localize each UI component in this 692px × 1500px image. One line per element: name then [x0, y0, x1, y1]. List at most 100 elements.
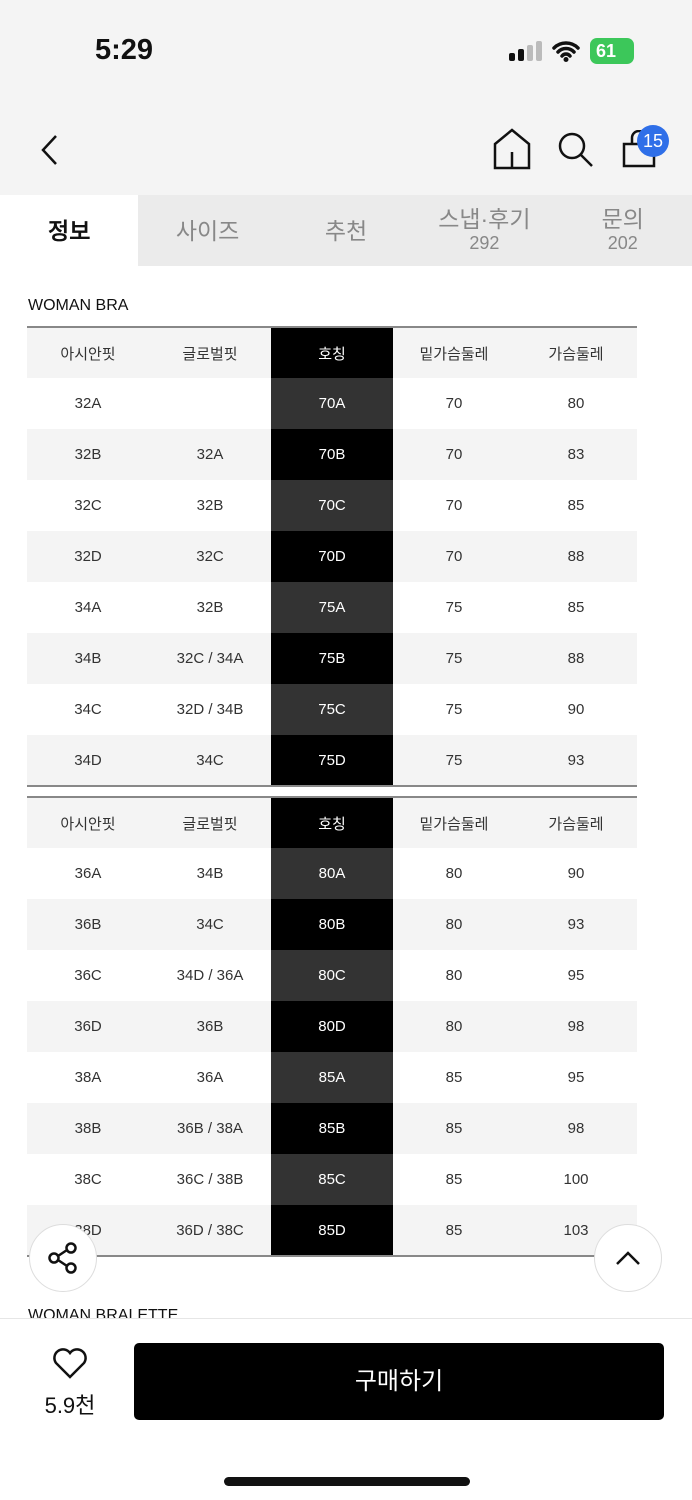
chevron-up-icon — [616, 1251, 640, 1265]
tab-label: 문의 — [601, 205, 644, 232]
table-header-row: 아시안핏 글로벌핏 호칭 밑가슴둘레 가슴둘레 — [27, 797, 637, 848]
table-row: 34C 32D / 34B 75C 75 90 — [27, 684, 637, 735]
table-cell: 34D — [27, 735, 149, 786]
cart-count-badge: 15 — [637, 125, 669, 157]
table-cell: 38A — [27, 1052, 149, 1103]
back-icon[interactable] — [38, 133, 62, 167]
table-cell: 34C — [149, 899, 271, 950]
home-indicator — [224, 1477, 470, 1486]
column-header: 가슴둘레 — [515, 327, 637, 378]
table-cell: 36A — [27, 848, 149, 899]
column-header: 글로벌핏 — [149, 797, 271, 848]
tab-recommend[interactable]: 추천 — [277, 195, 415, 266]
table-cell: 75 — [393, 735, 515, 786]
column-header: 가슴둘레 — [515, 797, 637, 848]
like-button[interactable]: 5.9천 — [30, 1347, 110, 1420]
table-cell: 80D — [271, 1001, 393, 1052]
table-cell: 70 — [393, 531, 515, 582]
table-cell: 75 — [393, 684, 515, 735]
table-cell: 34C — [149, 735, 271, 786]
battery-icon: 61 — [590, 38, 634, 64]
share-button[interactable] — [29, 1224, 97, 1292]
table-cell: 85C — [271, 1154, 393, 1205]
table-header-row: 아시안핏 글로벌핏 호칭 밑가슴둘레 가슴둘레 — [27, 327, 637, 378]
tab-label: 스냅·후기 — [438, 205, 531, 232]
tab-inquiry[interactable]: 문의 202 — [554, 195, 692, 266]
table-cell: 34A — [27, 582, 149, 633]
table-cell: 36D / 38C — [149, 1205, 271, 1256]
table-cell: 80 — [393, 848, 515, 899]
size-table-2: 아시안핏 글로벌핏 호칭 밑가슴둘레 가슴둘레 36A 34B 80A 80 90 36B 34C 80… — [27, 796, 637, 1257]
table-cell: 80B — [271, 899, 393, 950]
table-cell: 38B — [27, 1103, 149, 1154]
table-cell: 36C / 38B — [149, 1154, 271, 1205]
table-cell: 34D / 36A — [149, 950, 271, 1001]
table-cell: 95 — [515, 950, 637, 1001]
table-cell: 34B — [149, 848, 271, 899]
table-cell: 83 — [515, 429, 637, 480]
table-row: 32B 32A 70B 70 83 — [27, 429, 637, 480]
wifi-icon — [552, 41, 580, 62]
table-cell: 36B / 38A — [149, 1103, 271, 1154]
table-cell: 75 — [393, 582, 515, 633]
table-row: 38B 36B / 38A 85B 85 98 — [27, 1103, 637, 1154]
table-cell: 93 — [515, 899, 637, 950]
status-icons: 61 — [509, 38, 634, 64]
like-count: 5.9천 — [44, 1393, 96, 1418]
table-cell: 85A — [271, 1052, 393, 1103]
table-row: 38C 36C / 38B 85C 85 100 — [27, 1154, 637, 1205]
table-cell: 32D / 34B — [149, 684, 271, 735]
table-cell: 36B — [27, 899, 149, 950]
table-cell: 32D — [27, 531, 149, 582]
table-row: 32A 70A 70 80 — [27, 378, 637, 429]
table-cell: 93 — [515, 735, 637, 786]
table-cell: 38C — [27, 1154, 149, 1205]
table-cell: 75D — [271, 735, 393, 786]
table-cell: 36A — [149, 1052, 271, 1103]
search-icon[interactable] — [556, 131, 596, 169]
heart-icon — [53, 1348, 87, 1379]
home-icon[interactable] — [493, 128, 531, 170]
table-cell: 98 — [515, 1001, 637, 1052]
table-cell: 36D — [27, 1001, 149, 1052]
table-cell: 90 — [515, 684, 637, 735]
bottom-bar: 5.9천 구매하기 — [0, 1318, 692, 1500]
column-header: 밑가슴둘레 — [393, 797, 515, 848]
table-cell: 85 — [393, 1103, 515, 1154]
table-row: 34D 34C 75D 75 93 — [27, 735, 637, 786]
table-cell: 90 — [515, 848, 637, 899]
tab-reviews[interactable]: 스냅·후기 292 — [415, 195, 553, 266]
table-cell: 34B — [27, 633, 149, 684]
top-bar: 5:29 61 15 — [0, 0, 692, 195]
tab-info[interactable]: 정보 — [0, 195, 139, 266]
table-row: 34B 32C / 34A 75B 75 88 — [27, 633, 637, 684]
table-cell: 85 — [515, 480, 637, 531]
column-header: 밑가슴둘레 — [393, 327, 515, 378]
table-cell: 32A — [27, 378, 149, 429]
tab-label: 사이즈 — [175, 217, 240, 244]
table-cell: 36C — [27, 950, 149, 1001]
column-header: 글로벌핏 — [149, 327, 271, 378]
column-header: 호칭 — [271, 327, 393, 378]
table-row: 36C 34D / 36A 80C 80 95 — [27, 950, 637, 1001]
table-cell: 34C — [27, 684, 149, 735]
table-cell: 85 — [393, 1052, 515, 1103]
buy-button[interactable]: 구매하기 — [134, 1343, 664, 1420]
section-title: WOMAN BRA — [28, 297, 129, 314]
table-cell: 85 — [515, 582, 637, 633]
table-cell — [149, 378, 271, 429]
table-cell: 32B — [27, 429, 149, 480]
table-row: 36D 36B 80D 80 98 — [27, 1001, 637, 1052]
table-cell: 80A — [271, 848, 393, 899]
tab-size[interactable]: 사이즈 — [138, 195, 276, 266]
table-cell: 80 — [393, 899, 515, 950]
tab-count: 292 — [469, 232, 500, 253]
table-cell: 85 — [393, 1154, 515, 1205]
table-cell: 95 — [515, 1052, 637, 1103]
scroll-top-button[interactable] — [594, 1224, 662, 1292]
tab-label: 추천 — [324, 217, 368, 244]
table-row: 36B 34C 80B 80 93 — [27, 899, 637, 950]
table-cell: 70A — [271, 378, 393, 429]
table-cell: 32B — [149, 582, 271, 633]
table-row: 32C 32B 70C 70 85 — [27, 480, 637, 531]
